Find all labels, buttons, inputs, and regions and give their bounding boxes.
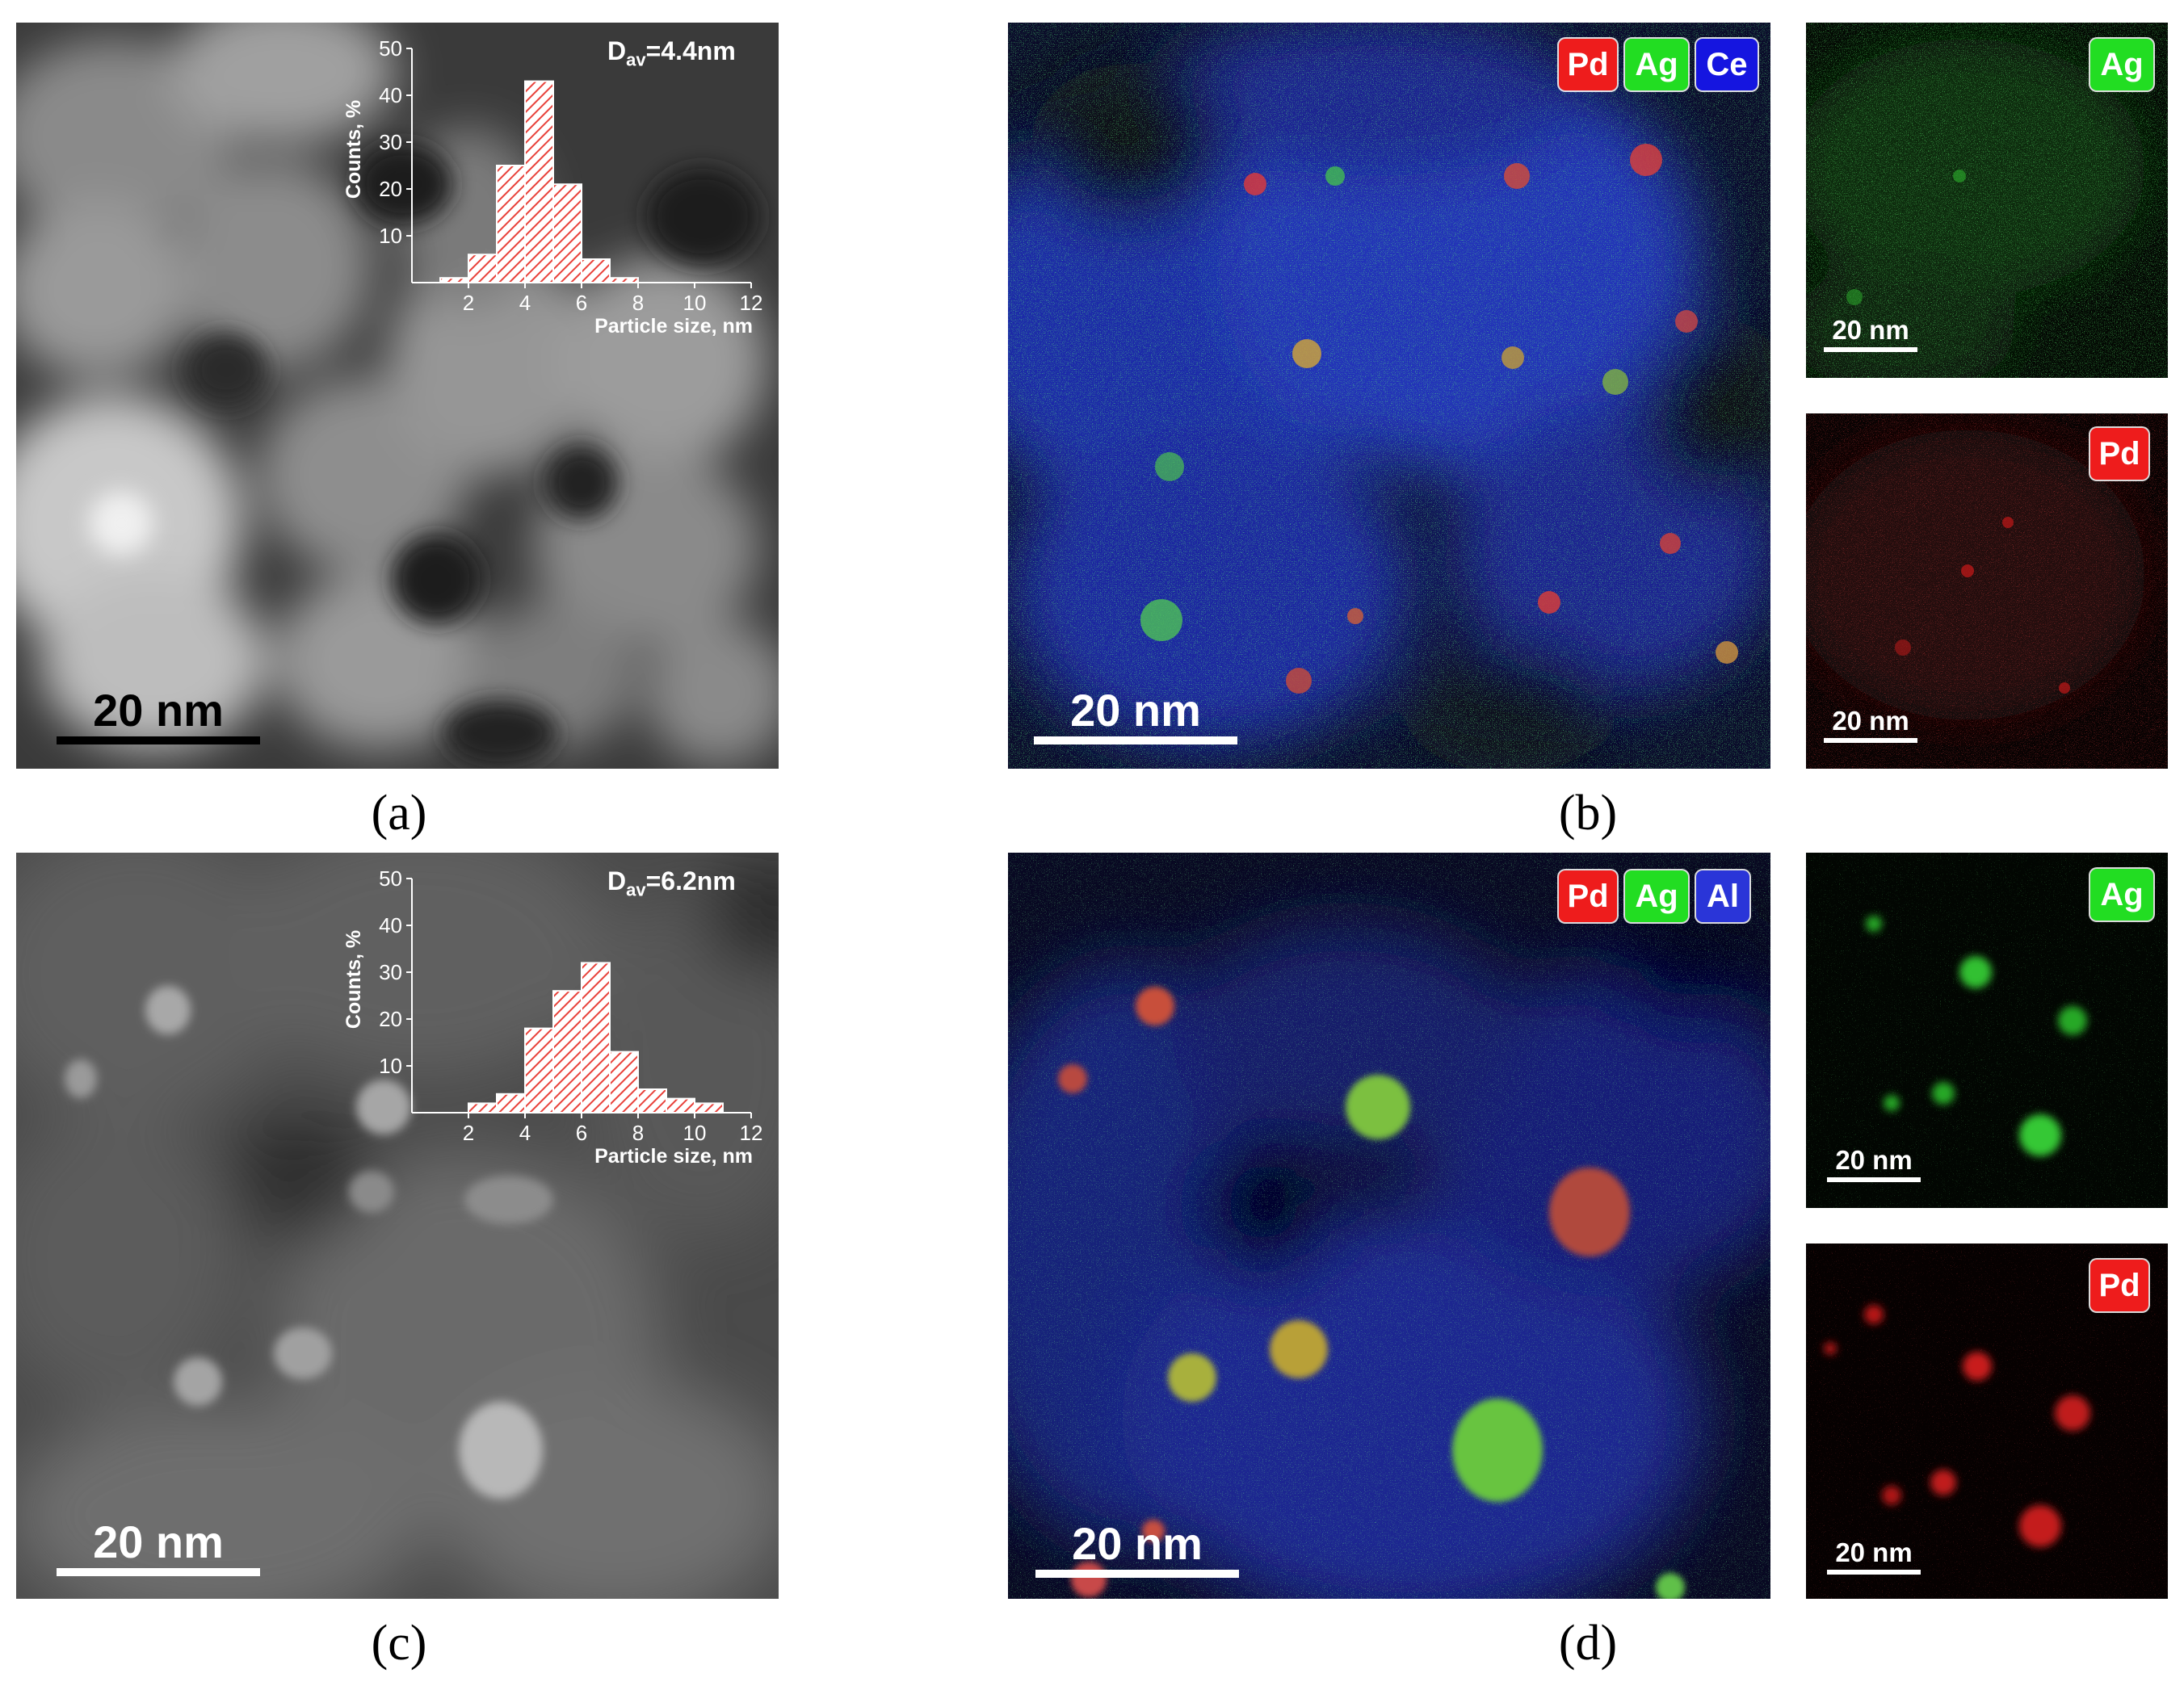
haadf-image-c bbox=[16, 853, 779, 1599]
histogram-bar bbox=[637, 1088, 667, 1114]
dav-subscript: av bbox=[626, 49, 646, 70]
scale-bar-label: 20 nm bbox=[1832, 706, 1909, 736]
y-axis-label: Counts, % bbox=[342, 100, 365, 199]
x-tick-label: 8 bbox=[632, 291, 644, 315]
scale-bar-line bbox=[1827, 1177, 1921, 1182]
particles-d bbox=[1058, 987, 1685, 1599]
y-tick-label: 30 bbox=[379, 960, 402, 984]
histogram-bar bbox=[609, 1051, 639, 1114]
scale-bar-d: 20 nm bbox=[1035, 1521, 1239, 1578]
y-tick-label: 40 bbox=[379, 913, 402, 937]
caption-a: (a) bbox=[371, 786, 427, 841]
average-diameter-label-c: Dav=6.2nm bbox=[607, 867, 736, 904]
histogram-bar bbox=[552, 183, 582, 283]
element-tag-al-d: Al bbox=[1696, 870, 1749, 922]
haadf-image-a bbox=[16, 23, 779, 769]
x-axis-label: Particle size, nm bbox=[594, 1145, 753, 1168]
histogram-bar bbox=[468, 254, 498, 284]
histogram-bar bbox=[666, 1097, 695, 1114]
edx-map-composite-b bbox=[1008, 23, 1770, 769]
y-tick-label: 10 bbox=[379, 224, 402, 248]
haadf-texture-c bbox=[16, 853, 779, 1599]
x-tick-label: 2 bbox=[463, 1121, 474, 1145]
dav-value: =4.4nm bbox=[645, 36, 736, 65]
histogram-bar bbox=[496, 1093, 526, 1114]
histogram-bar bbox=[694, 1102, 724, 1114]
y-tick-label: 50 bbox=[379, 40, 402, 61]
x-tick-label: 12 bbox=[740, 291, 763, 315]
scale-bar-line bbox=[1824, 347, 1917, 352]
element-tag-ag-b-side: Ag bbox=[2090, 39, 2153, 90]
caption-c: (c) bbox=[371, 1616, 427, 1671]
average-diameter-label-a: Dav=4.4nm bbox=[607, 37, 736, 73]
scale-bar-line bbox=[1034, 736, 1237, 744]
scale-bar-label: 20 nm bbox=[1072, 1518, 1203, 1569]
scale-bar-line bbox=[57, 736, 260, 744]
haadf-texture-a bbox=[16, 23, 779, 769]
scale-bar-line bbox=[1824, 738, 1917, 743]
histogram-inset-a: 2 4 6 8 10 12 10 20 30 40 50 Particle size, nm Count… bbox=[342, 40, 763, 338]
x-tick-label: 4 bbox=[519, 291, 531, 315]
y-tick-label: 50 bbox=[379, 870, 402, 891]
scale-bar-ag-b: 20 nm bbox=[1824, 317, 1917, 352]
scale-bar-pd-b: 20 nm bbox=[1824, 707, 1917, 743]
scale-bar-c: 20 nm bbox=[57, 1520, 260, 1576]
x-tick-label: 12 bbox=[740, 1121, 763, 1145]
element-tag-pd-b: Pd bbox=[1559, 39, 1617, 90]
x-tick-label: 10 bbox=[683, 291, 707, 315]
element-tag-pd-b-side: Pd bbox=[2090, 428, 2148, 480]
x-tick-label: 8 bbox=[632, 1121, 644, 1145]
scale-bar-label: 20 nm bbox=[93, 685, 224, 736]
y-tick-label: 10 bbox=[379, 1054, 402, 1078]
scale-bar-line bbox=[57, 1568, 260, 1576]
edx-texture-b bbox=[1008, 23, 1770, 769]
y-tick-label: 20 bbox=[379, 1007, 402, 1031]
histogram-bar bbox=[524, 1027, 554, 1114]
x-tick-label: 2 bbox=[463, 291, 474, 315]
scale-bar-line bbox=[1035, 1570, 1239, 1578]
y-axis-label: Counts, % bbox=[342, 930, 365, 1029]
histogram-bar bbox=[552, 990, 582, 1114]
histogram-bar bbox=[581, 962, 611, 1114]
histogram-bar bbox=[581, 258, 611, 283]
element-tag-ag-d-side: Ag bbox=[2090, 869, 2153, 921]
element-tag-ag-b: Ag bbox=[1625, 39, 1688, 90]
histogram-inset-c: 2 4 6 8 10 12 10 20 30 40 50 Particle size, nm Count… bbox=[342, 870, 763, 1168]
element-tag-pd-d: Pd bbox=[1559, 870, 1617, 922]
x-tick-label: 6 bbox=[576, 291, 587, 315]
histogram-bar bbox=[468, 1102, 498, 1114]
particles-b bbox=[1140, 144, 1738, 694]
dav-value: =6.2nm bbox=[645, 866, 736, 895]
scale-bar-a: 20 nm bbox=[57, 688, 260, 744]
x-tick-label: 6 bbox=[576, 1121, 587, 1145]
caption-b: (b) bbox=[1558, 786, 1618, 841]
element-tag-ce-b: Ce bbox=[1696, 39, 1758, 90]
element-tag-pd-d-side: Pd bbox=[2090, 1260, 2148, 1311]
scale-bar-label: 20 nm bbox=[1070, 685, 1201, 736]
x-tick-label: 10 bbox=[683, 1121, 707, 1145]
histogram-bar bbox=[496, 165, 526, 283]
y-tick-label: 40 bbox=[379, 83, 402, 107]
histogram-bar bbox=[524, 80, 554, 283]
scale-bar-line bbox=[1827, 1570, 1921, 1575]
dav-symbol: D bbox=[607, 866, 627, 895]
dav-symbol: D bbox=[607, 36, 627, 65]
caption-d: (d) bbox=[1558, 1616, 1618, 1671]
element-tag-ag-d: Ag bbox=[1625, 870, 1688, 922]
scale-bar-pd-d: 20 nm bbox=[1827, 1539, 1921, 1575]
y-tick-label: 30 bbox=[379, 130, 402, 154]
scale-bar-label: 20 nm bbox=[93, 1516, 224, 1567]
y-tick-label: 20 bbox=[379, 177, 402, 201]
x-axis-label: Particle size, nm bbox=[594, 315, 753, 338]
edx-map-composite-d bbox=[1008, 853, 1770, 1599]
scale-bar-ag-d: 20 nm bbox=[1827, 1147, 1921, 1182]
edx-texture-d bbox=[1008, 853, 1770, 1599]
dav-subscript: av bbox=[626, 879, 646, 900]
scale-bar-label: 20 nm bbox=[1835, 1145, 1913, 1175]
scale-bar-b: 20 nm bbox=[1034, 688, 1237, 744]
scale-bar-label: 20 nm bbox=[1832, 315, 1909, 345]
scale-bar-label: 20 nm bbox=[1835, 1537, 1913, 1567]
x-tick-label: 4 bbox=[519, 1121, 531, 1145]
